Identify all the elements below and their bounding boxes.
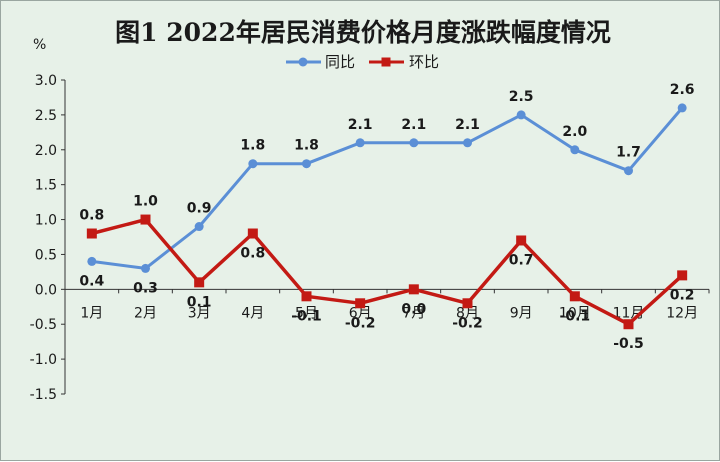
data-point-mom: [569, 291, 580, 302]
x-tick-label: 6月: [349, 305, 372, 321]
y-tick-label: 2.0: [35, 143, 57, 159]
data-label-yoy: 1.7: [616, 145, 641, 161]
data-label-yoy: 1.8: [294, 138, 319, 154]
series-line-mom: [91, 217, 684, 326]
x-tick-label: 8月: [456, 305, 479, 321]
data-point-yoy: [409, 138, 419, 148]
data-point-mom: [86, 228, 97, 239]
data-label-mom: -0.5: [613, 336, 644, 352]
x-tick-label: 9月: [510, 305, 533, 321]
data-point-mom: [623, 319, 634, 330]
data-label-yoy: 2.1: [348, 117, 373, 133]
data-point-yoy: [355, 138, 365, 148]
legend-marker-mom: [381, 57, 391, 67]
x-axis-ticks: 1月 2月 3月 4月 5月 6月 7月 8月 9月 10月 11月 12月: [64, 289, 710, 321]
chart-legend: 同比 环比: [286, 53, 439, 71]
data-label-mom: -0.2: [345, 315, 376, 331]
data-point-mom: [140, 214, 151, 225]
data-label-yoy: 2.0: [562, 124, 587, 140]
data-label-yoy: 2.1: [455, 117, 480, 133]
data-label-yoy: 0.3: [133, 280, 158, 296]
chart-title: 图1 2022年居民消费价格月度涨跌幅度情况: [115, 18, 611, 47]
data-point-yoy: [516, 110, 526, 120]
series-lines: [91, 106, 684, 326]
x-tick-label: 7月: [402, 305, 425, 321]
y-tick-label: -1.5: [30, 387, 57, 403]
data-point-yoy: [248, 159, 258, 169]
data-point-yoy: [302, 159, 311, 169]
data-point-yoy: [624, 166, 633, 176]
y-tick-label: 3.0: [35, 73, 57, 89]
data-point-yoy: [87, 256, 97, 266]
x-tick-label: 1月: [80, 305, 103, 321]
y-axis-ticks: 3.0 2.5 2.0 1.5 1.0 0.5 0.0 -0.5 -1.0 -1.5: [30, 73, 65, 403]
data-label-mom: 0.0: [401, 301, 426, 317]
data-point-yoy: [570, 145, 580, 155]
data-label-yoy: 0.9: [187, 201, 212, 217]
y-tick-label: -1.0: [30, 352, 57, 368]
data-label-yoy: 0.4: [79, 273, 104, 289]
data-point-yoy: [141, 263, 150, 273]
data-point-mom: [355, 298, 366, 309]
data-label-yoy: 2.1: [401, 117, 426, 133]
data-point-yoy: [194, 222, 204, 232]
data-point-mom: [677, 270, 688, 281]
y-tick-label: -0.5: [30, 317, 57, 333]
data-label-yoy: 2.5: [509, 89, 534, 105]
data-label-mom: 0.2: [670, 287, 695, 303]
data-point-mom: [462, 298, 473, 309]
y-tick-label: 2.5: [35, 108, 57, 124]
x-tick-label: 2月: [134, 305, 157, 321]
x-tick-label: 3月: [188, 305, 211, 321]
data-label-mom: 0.8: [240, 246, 265, 262]
y-axis-unit-label: %: [33, 37, 46, 53]
x-tick-label: 4月: [241, 305, 264, 321]
data-labels: 0.4 0.3 0.9 1.8 1.8 2.1 2.1 2.1 2.5 2.0 1.7 2.6 0.8 1…: [79, 82, 694, 352]
data-point-mom: [247, 228, 258, 239]
data-label-yoy: 2.6: [670, 82, 695, 98]
data-label-mom: 0.8: [79, 208, 104, 224]
series-markers: [86, 103, 688, 330]
legend-label-yoy: 同比: [325, 53, 355, 71]
data-point-mom: [516, 235, 527, 246]
data-point-mom: [194, 277, 205, 288]
data-label-mom: 1.0: [133, 194, 158, 210]
data-label-mom: -0.1: [291, 308, 322, 324]
data-label-mom: 0.1: [187, 294, 212, 310]
legend-marker-yoy: [298, 57, 308, 67]
y-tick-label: 1.5: [35, 178, 57, 194]
legend-label-mom: 环比: [409, 53, 439, 71]
y-tick-label: 1.0: [35, 213, 57, 229]
data-label-mom: -0.1: [560, 308, 591, 324]
data-label-mom: -0.2: [452, 315, 483, 331]
x-tick-label: 5月: [295, 305, 318, 321]
data-point-mom: [408, 284, 419, 295]
y-tick-label: 0.5: [35, 247, 57, 263]
series-line-yoy: [91, 106, 684, 270]
data-point-yoy: [463, 138, 472, 148]
data-label-yoy: 1.8: [240, 138, 265, 154]
data-label-mom: 0.7: [509, 252, 534, 268]
data-point-mom: [301, 291, 312, 302]
x-tick-label: 12月: [666, 305, 698, 321]
x-tick-label: 10月: [559, 305, 591, 321]
y-tick-label: 0.0: [35, 282, 57, 298]
data-point-yoy: [677, 103, 687, 113]
